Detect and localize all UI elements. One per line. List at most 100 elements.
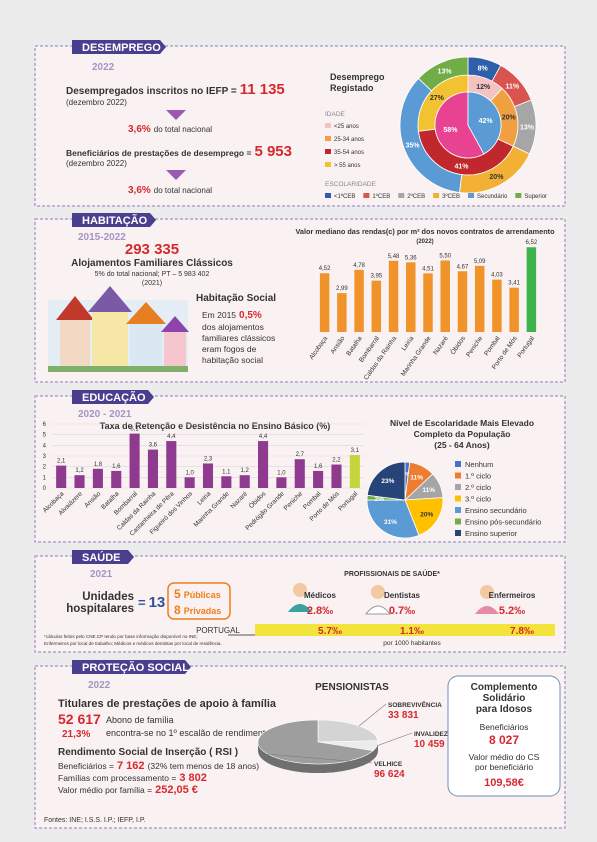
hospital-type-part: Públicas (184, 590, 221, 600)
bar (56, 465, 67, 488)
donut-segment (417, 56, 469, 92)
legend-swatch (515, 193, 522, 198)
y-tick-label: 0 (43, 486, 47, 492)
text: dos alojamentos (202, 322, 264, 332)
pie-slice (366, 499, 420, 539)
roof (126, 302, 166, 324)
data-label: 20% (420, 511, 433, 518)
data-label: 3,6 (149, 443, 158, 449)
share-line-part: 3,6% (128, 185, 151, 196)
data-label: 35% (405, 142, 420, 149)
hospital-box (167, 582, 231, 620)
health-icons (167, 582, 555, 636)
bar (457, 271, 468, 332)
data-label: 8% (478, 65, 489, 72)
bar (319, 273, 330, 332)
share-line: 3,6% do total nacional (128, 185, 212, 196)
house (164, 330, 186, 368)
text: Dentistas (384, 591, 421, 600)
data-label: 2,7 (296, 452, 305, 458)
text: PORTUGAL (196, 626, 240, 635)
legend-swatch (455, 495, 461, 502)
arrows (166, 110, 186, 180)
text: 5.2‰ (499, 605, 525, 617)
section-year: 2022 (92, 62, 115, 73)
text: Rendimento Social de Inserção ( RSI ) (58, 747, 238, 758)
text: para Idosos (476, 704, 533, 715)
text: Fontes: INE; I.S.S. I.P.; IEFP, I.P. (44, 817, 146, 824)
legend-swatch (433, 193, 440, 198)
data-label: 20% (489, 174, 504, 181)
text: Unidades (82, 591, 134, 603)
data-label: 3,95 (370, 274, 382, 280)
data-label: 4,78 (353, 263, 365, 269)
data-label: 2,2 (332, 458, 341, 464)
legend-label: 2ºCEB (407, 193, 425, 200)
banner (72, 40, 166, 54)
data-label: 33 831 (388, 710, 419, 721)
text: 0.7‰ (389, 605, 415, 617)
legend-swatch (398, 193, 405, 198)
banner (72, 660, 191, 674)
section-title: SAÚDE (82, 551, 121, 564)
portugal-bar (255, 624, 555, 636)
stat-line: Beneficiários = 7 162 (32% tem menos de 18… (58, 760, 259, 772)
leader-line (358, 703, 387, 727)
text: Valor médio do CS (469, 752, 540, 762)
legend-label: > 55 anos (334, 163, 361, 169)
icon-head (293, 583, 307, 597)
data-label: 12% (476, 84, 491, 91)
text: Abono de família (106, 715, 174, 725)
text: PROFISSIONAIS DE SAÚDE* (344, 569, 440, 578)
stat-line-part: 11 135 (240, 81, 285, 98)
y-tick-label: 5 (43, 433, 47, 439)
data-label: 41% (455, 163, 470, 170)
bar (354, 269, 364, 332)
data-label: 5,50 (439, 254, 451, 260)
leader-line (267, 753, 373, 764)
text: (dezembro 2022) (66, 98, 127, 107)
text: 1.1‰ (400, 626, 424, 637)
y-tick-label: 1 (43, 475, 47, 481)
houses-illustration (48, 286, 189, 372)
legend-label: 3ºCEB (442, 193, 460, 200)
banner (72, 390, 154, 404)
text: 5.7‰ (318, 626, 342, 637)
text: Enfermeiros (489, 591, 536, 600)
donut-segment (434, 91, 485, 159)
data-label: 20% (502, 115, 517, 122)
text: Alojamentos Familiares Clássicos (71, 258, 233, 269)
text: Solidário (483, 693, 526, 704)
share-line-part: 0,5% (239, 310, 262, 321)
text: familiares clássicos (202, 333, 275, 343)
section-title: DESEMPREGO (82, 42, 161, 54)
stat-line-part: Famílias com processamento = (58, 773, 176, 783)
arrow (166, 170, 186, 180)
roof (56, 296, 94, 320)
text: (dezembro 2022) (66, 159, 127, 168)
data-label: 11% (410, 474, 423, 481)
legend-swatch (455, 530, 461, 536)
data-label: 1,0 (277, 470, 286, 476)
data-label: 13% (520, 124, 535, 131)
text: 109,58€ (484, 777, 524, 789)
chart-title: PENSIONISTAS (315, 682, 389, 693)
bar (331, 464, 342, 488)
stat-line-part: 5 953 (254, 143, 292, 160)
data-label: 4,03 (491, 273, 503, 279)
bar (294, 459, 305, 488)
bar (388, 260, 399, 332)
stat-line-part: 252,05 € (155, 784, 198, 796)
legend-swatch (455, 472, 461, 479)
data-label: 58% (443, 127, 458, 134)
stat-line-part: Valor médio por família = (58, 785, 152, 795)
bar (371, 280, 382, 332)
data-label: 27% (430, 95, 445, 102)
arrow (166, 110, 186, 120)
chart-subtitle: (25 - 64 Anos) (434, 440, 490, 450)
legend-swatch (455, 461, 461, 467)
stat-line: Beneficiários de prestações de desempreg… (66, 143, 292, 160)
bar (492, 279, 502, 332)
data-label: 1,8 (94, 462, 103, 468)
